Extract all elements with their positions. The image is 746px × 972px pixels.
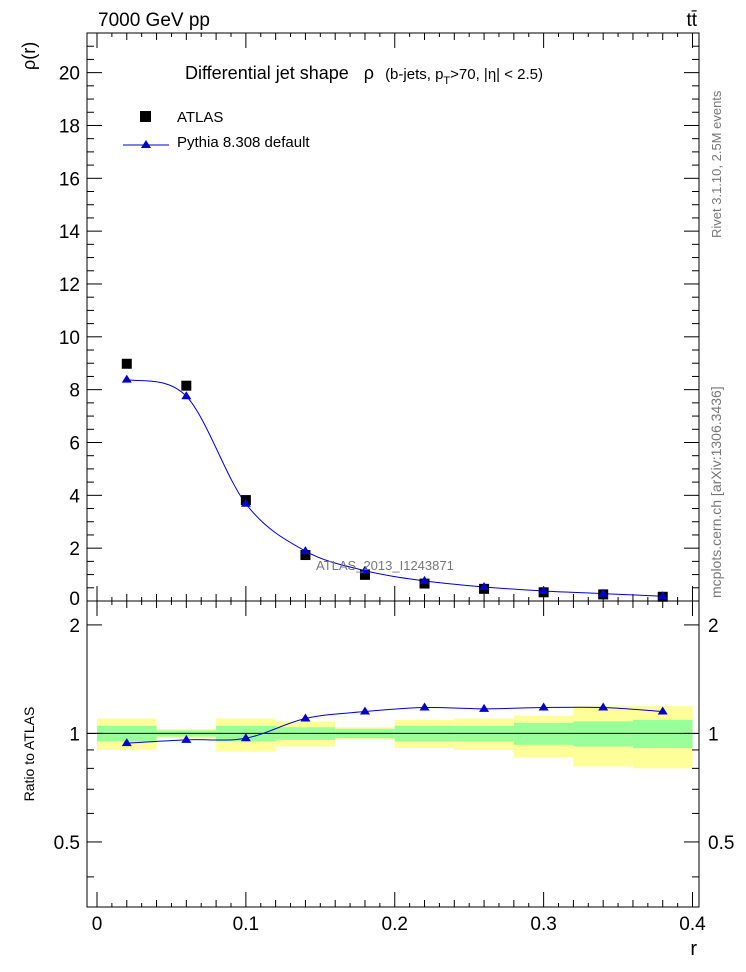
- chart-title: Differential jet shape ρ (b-jets, pT>70,…: [185, 63, 543, 87]
- ratio-tick-label: 1: [69, 724, 80, 745]
- series-layer: [121, 358, 668, 747]
- legend-mc-marker: [141, 140, 151, 148]
- atlas-point: [121, 358, 132, 369]
- mc-point: [359, 565, 370, 574]
- x-tick-label: 0: [92, 914, 103, 935]
- mc-point: [479, 581, 490, 590]
- x-tick-label: 0.3: [530, 914, 556, 935]
- legend-atlas-label: ATLAS: [177, 109, 223, 126]
- title-rho: ρ: [364, 63, 374, 83]
- x-tick-label: 0.1: [233, 914, 259, 935]
- legend-mc-label: Pythia 8.308 default: [177, 134, 310, 151]
- title-detail-sub: T: [443, 75, 450, 87]
- x-tick-label: 0.2: [382, 914, 408, 935]
- mc-point: [657, 591, 668, 600]
- ratio-mc-point: [657, 706, 668, 715]
- ratio-mc-point: [538, 702, 549, 711]
- mc-point: [419, 575, 430, 584]
- atlas-point: [181, 380, 192, 391]
- y-tick-label: 10: [59, 328, 80, 349]
- y-tick-label: 6: [69, 433, 80, 454]
- y-tick-label: 20: [59, 64, 80, 85]
- ratio-mc-point: [479, 703, 490, 712]
- ratio-mc-point: [359, 706, 370, 715]
- mc-point: [240, 498, 251, 507]
- y-axis-label: ρ(r): [19, 42, 39, 70]
- ratio-tick-label: 0.5: [54, 833, 80, 854]
- ratio-y-axis-label: Ratio to ATLAS: [21, 707, 37, 802]
- title-detail-a: (b-jets, p: [385, 66, 443, 83]
- y-tick-label: 8: [69, 381, 80, 402]
- mc-point: [538, 585, 549, 594]
- process-label: tt̄: [686, 10, 697, 31]
- y-tick-label: 16: [59, 169, 80, 190]
- mc-point: [300, 546, 311, 555]
- analysis-watermark: ATLAS_2013_I1243871: [316, 558, 454, 573]
- mc-point: [181, 391, 192, 400]
- rivet-info: Rivet 3.1.10, 2.5M events: [709, 90, 724, 238]
- ratio-bands: [97, 706, 693, 769]
- y-tick-label: 4: [69, 486, 80, 507]
- ratio-mc-point: [419, 702, 430, 711]
- y-tick-label: 2: [69, 539, 80, 560]
- energy-label: 7000 GeV pp: [98, 10, 210, 31]
- mc-point: [598, 588, 609, 597]
- ratio-tick-label-right: 1: [708, 724, 719, 745]
- atlas-point: [300, 550, 311, 561]
- legend-atlas-marker: [140, 111, 151, 122]
- ratio-tick-label: 2: [69, 616, 80, 637]
- ratio-plot-frame: [86, 600, 700, 908]
- y-tick-label: 0: [69, 589, 80, 610]
- ratio-mc-point: [240, 733, 251, 742]
- ratio-mc-line: [126, 706, 663, 744]
- x-tick-label: 0.4: [679, 914, 706, 935]
- ratio-inner-band: [632, 719, 693, 749]
- ratio-mc-point: [598, 702, 609, 711]
- x-axis-label: r: [690, 938, 697, 960]
- mc-point: [121, 374, 132, 383]
- ratio-mc-point: [300, 713, 311, 722]
- ratio-mc-point: [121, 738, 132, 747]
- ratio-inner-band: [573, 721, 633, 747]
- ratio-mc-point: [181, 734, 192, 743]
- title-detail-b: >70, |η| < 2.5): [450, 66, 543, 83]
- mcplots-info: mcplots.cern.ch [arXiv:1306.3436]: [708, 386, 724, 598]
- y-tick-label: 14: [59, 222, 81, 243]
- atlas-point: [359, 569, 370, 580]
- mc-line: [126, 379, 663, 597]
- ratio-tick-label-right: 0.5: [708, 833, 734, 854]
- y-tick-label: 12: [59, 275, 80, 296]
- title-main: Differential jet shape: [185, 63, 349, 83]
- ratio-tick-label-right: 2: [708, 616, 719, 637]
- y-tick-label: 18: [59, 116, 80, 137]
